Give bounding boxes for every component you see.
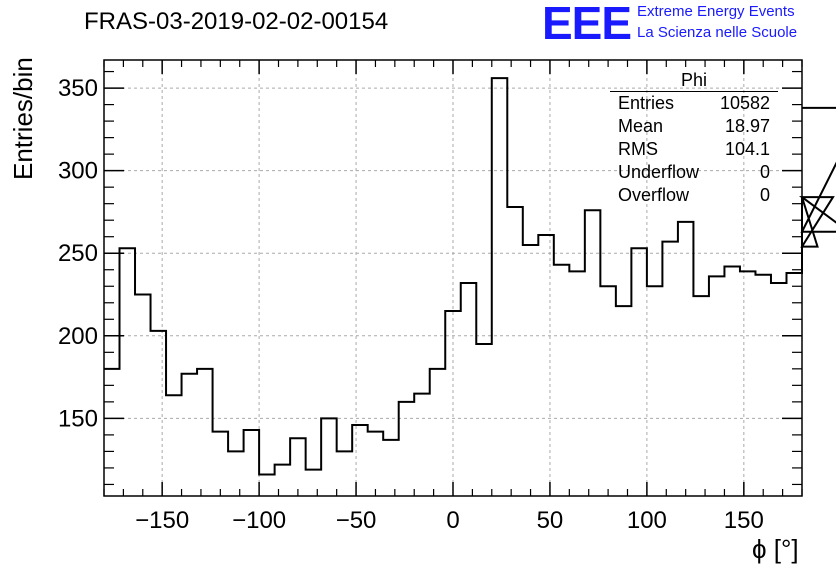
logo-line-2: La Scienza nelle Scuole: [637, 24, 798, 41]
x-axis-label: ϕ [°]: [752, 534, 799, 564]
tick-labels: −150 −100 −50 0 50 100 150 150 200 250 300 350: [58, 75, 764, 534]
stats-row: Overflow 0: [610, 184, 778, 207]
stats-label: Overflow: [618, 185, 690, 205]
y-tick-label: 350: [58, 75, 98, 102]
x-tick-label: 50: [537, 507, 564, 534]
x-tick-label: −100: [232, 507, 286, 534]
stats-label: RMS: [618, 139, 658, 159]
stats-label: Mean: [618, 116, 664, 136]
stats-label: Underflow: [618, 162, 700, 182]
y-tick-label: 250: [58, 240, 98, 267]
stats-value: 104.1: [724, 139, 770, 159]
stats-value: 10582: [719, 93, 770, 113]
stats-row: Mean 18.97: [610, 115, 778, 138]
axis-ticks: [103, 60, 803, 496]
x-tick-label: 100: [627, 507, 667, 534]
x-tick-label: 150: [724, 507, 764, 534]
x-tick-label: 0: [446, 507, 459, 534]
stats-label: Entries: [618, 93, 675, 113]
y-tick-label: 150: [58, 405, 98, 432]
x-tick-label: −50: [336, 507, 377, 534]
stats-row: Underflow 0: [610, 161, 778, 184]
y-tick-label: 200: [58, 323, 98, 350]
x-tick-label: −150: [135, 507, 189, 534]
stats-box: Phi Entries 10582 Mean 18.97 RMS 104.1 U…: [610, 70, 778, 207]
stats-value: 0: [759, 162, 770, 182]
stats-row: RMS 104.1: [610, 138, 778, 161]
stats-row: Entries 10582: [610, 92, 778, 115]
stats-value: 0: [759, 185, 770, 205]
grid-lines: [104, 60, 802, 496]
y-tick-label: 300: [58, 158, 98, 185]
y-axis-label: Entries/bin: [8, 57, 38, 180]
eee-logo: EEE: [542, 0, 632, 49]
stats-box-title: Phi: [610, 70, 778, 92]
chart-title: FRAS-03-2019-02-02-00154: [84, 8, 389, 35]
logo-line-1: Extreme Energy Events: [637, 3, 795, 20]
histogram-series: [104, 77, 836, 476]
stats-value: 18.97: [724, 116, 770, 136]
